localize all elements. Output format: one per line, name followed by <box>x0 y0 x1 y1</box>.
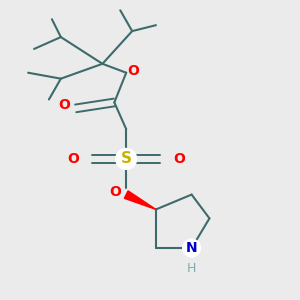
Circle shape <box>183 239 200 257</box>
Polygon shape <box>124 191 156 209</box>
Text: H: H <box>187 262 196 275</box>
Text: O: O <box>128 64 140 78</box>
Text: O: O <box>173 152 185 166</box>
Circle shape <box>116 148 136 169</box>
Text: N: N <box>186 241 197 255</box>
Text: O: O <box>109 184 121 199</box>
Text: O: O <box>58 98 70 112</box>
Text: O: O <box>68 152 79 166</box>
Text: S: S <box>121 152 132 166</box>
